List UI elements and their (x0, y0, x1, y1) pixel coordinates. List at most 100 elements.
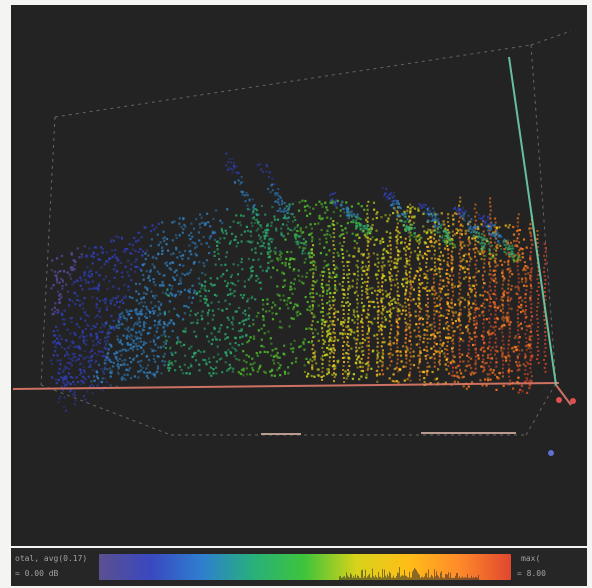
histogram-bar (445, 573, 446, 580)
data-point (63, 348, 66, 351)
data-point (502, 315, 505, 318)
data-point (98, 307, 101, 310)
data-point (521, 277, 524, 280)
data-point (132, 329, 135, 331)
data-point (134, 260, 137, 263)
data-point (83, 394, 86, 397)
data-point (306, 214, 309, 217)
data-point (139, 332, 142, 335)
data-point (537, 282, 540, 284)
data-point (524, 317, 527, 320)
histogram-bar (355, 574, 356, 580)
data-point (510, 284, 513, 288)
3d-viewport[interactable] (11, 5, 587, 546)
data-point (507, 354, 510, 357)
data-point (417, 342, 420, 345)
data-point (309, 296, 312, 299)
data-point (104, 336, 107, 339)
data-point (304, 209, 307, 212)
data-point (311, 364, 314, 367)
data-point (90, 380, 93, 383)
data-point (246, 208, 249, 211)
data-point (408, 271, 411, 274)
data-point (364, 236, 367, 239)
data-point (77, 381, 80, 384)
data-point (311, 284, 314, 287)
data-point (297, 310, 300, 313)
data-point (461, 296, 464, 300)
data-point (505, 246, 507, 249)
data-point (139, 365, 142, 368)
data-point (225, 351, 228, 354)
data-point (341, 357, 344, 359)
data-point (234, 342, 237, 345)
data-point (365, 373, 368, 376)
data-point (159, 323, 162, 326)
data-point (496, 377, 499, 380)
data-point (400, 360, 403, 363)
data-point (482, 338, 484, 341)
data-point (446, 341, 449, 343)
data-point (342, 265, 345, 267)
data-point (252, 205, 255, 208)
data-point (269, 260, 272, 263)
data-point (444, 243, 447, 245)
data-point (430, 347, 433, 350)
data-point (138, 330, 141, 333)
data-point (74, 394, 77, 397)
data-point (162, 326, 165, 329)
data-point (137, 250, 140, 253)
data-point (528, 386, 531, 390)
data-point (395, 202, 398, 205)
data-point (328, 308, 331, 311)
data-point (294, 219, 297, 221)
data-point (381, 361, 384, 364)
data-point (490, 313, 492, 316)
histogram-bar (472, 577, 473, 580)
data-point (110, 314, 113, 317)
data-point (249, 230, 252, 233)
data-point (444, 322, 448, 325)
scatter-3d-plot[interactable] (11, 5, 587, 546)
data-point (435, 268, 438, 271)
data-point (507, 261, 510, 264)
data-point (88, 360, 91, 363)
data-point (119, 363, 122, 367)
data-point (235, 171, 238, 173)
histogram-bar (446, 574, 447, 580)
data-point (113, 253, 116, 256)
data-point (170, 288, 173, 291)
data-point (440, 350, 443, 353)
data-point (426, 337, 429, 340)
data-point (413, 329, 416, 332)
data-point (426, 297, 429, 300)
data-point (444, 227, 447, 230)
data-point (341, 253, 344, 255)
data-point (531, 375, 533, 378)
data-point (381, 351, 384, 354)
data-point (138, 360, 141, 363)
data-point (161, 282, 164, 285)
data-point (141, 250, 144, 253)
data-point (356, 330, 359, 333)
data-point (148, 274, 151, 277)
data-point (348, 285, 351, 287)
data-point (405, 262, 409, 265)
data-point (137, 360, 140, 363)
data-point (419, 350, 421, 353)
data-point (157, 320, 160, 323)
data-point (501, 307, 504, 310)
data-point (452, 243, 455, 246)
data-point (474, 263, 477, 266)
data-point (217, 240, 220, 243)
data-point (481, 239, 484, 242)
data-point (536, 342, 539, 344)
data-point (527, 325, 530, 328)
data-point (312, 268, 315, 271)
data-point (495, 245, 498, 248)
data-point (298, 279, 301, 282)
data-point (69, 266, 72, 269)
data-point (129, 268, 132, 271)
data-point (127, 313, 130, 316)
data-point (530, 235, 533, 238)
